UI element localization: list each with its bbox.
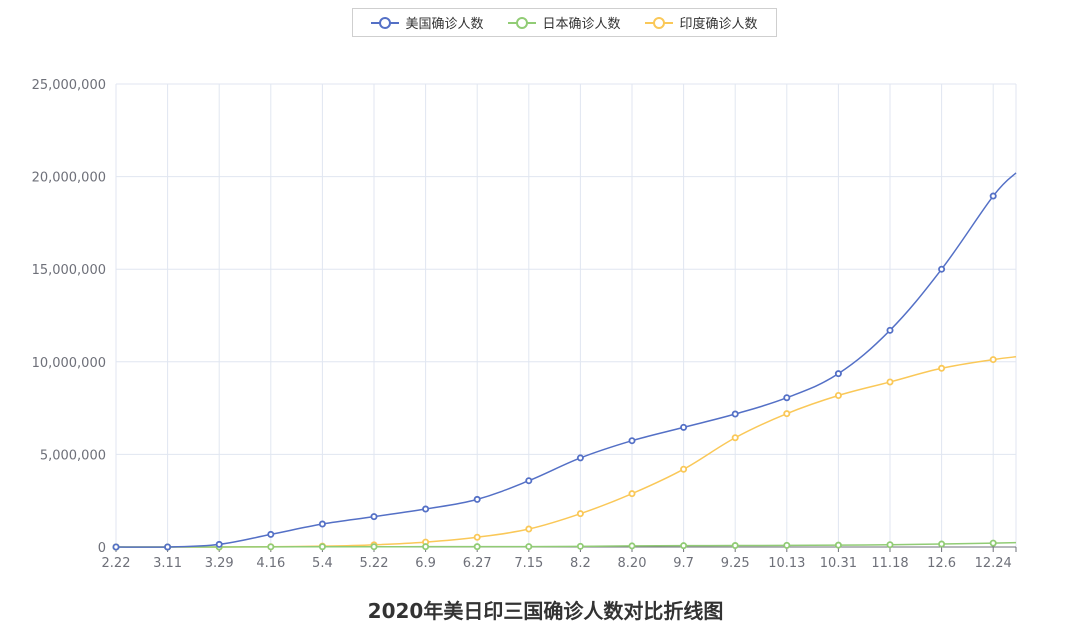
legend-label-india: 印度确诊人数 <box>679 17 758 32</box>
x-tick-label: 4.16 <box>256 556 285 571</box>
data-point <box>989 356 997 364</box>
series-line <box>115 356 1017 548</box>
data-point <box>783 541 791 549</box>
x-tick-label: 3.29 <box>205 556 234 571</box>
data-point <box>318 543 326 551</box>
data-point <box>473 533 481 541</box>
x-tick-label: 2.22 <box>102 556 131 571</box>
data-point <box>938 265 946 273</box>
data-point <box>834 392 842 400</box>
data-point <box>215 540 223 548</box>
x-tick-label: 6.27 <box>463 556 492 571</box>
series-japan <box>112 539 1017 551</box>
legend-item-usa[interactable]: 美国确诊人数 <box>371 13 484 32</box>
grid-lines <box>115 83 1017 547</box>
x-tick-label: 3.11 <box>153 556 182 571</box>
data-point <box>783 410 791 418</box>
data-point <box>576 510 584 518</box>
data-point <box>731 410 739 418</box>
series-line <box>115 541 1017 548</box>
x-tick-label: 12.6 <box>927 556 956 571</box>
data-point <box>731 542 739 550</box>
data-point <box>525 525 533 533</box>
chart-title: 2020年美日印三国确诊人数对比折线图 <box>367 599 724 623</box>
legend-item-japan[interactable]: 日本确诊人数 <box>508 13 621 32</box>
data-point <box>886 378 894 386</box>
x-tick-label: 7.15 <box>514 556 543 571</box>
data-point <box>886 326 894 334</box>
x-tick-label: 9.25 <box>721 556 750 571</box>
data-point <box>628 437 636 445</box>
series-usa <box>112 172 1017 551</box>
data-point <box>938 540 946 548</box>
x-tick-label: 5.22 <box>360 556 389 571</box>
y-tick-label: 25,000,000 <box>32 78 106 93</box>
data-point <box>989 192 997 200</box>
y-tick-label: 5,000,000 <box>40 448 106 463</box>
legend-marker-india-icon <box>645 16 674 29</box>
legend-marker-usa-icon <box>371 16 400 29</box>
x-tick-label: 9.7 <box>673 556 694 571</box>
x-tick-label: 12.24 <box>975 556 1012 571</box>
x-tick-label: 8.2 <box>570 556 591 571</box>
series-line <box>115 172 1017 548</box>
data-point <box>370 543 378 551</box>
data-point <box>989 539 997 547</box>
data-point <box>680 423 688 431</box>
data-point <box>525 543 533 551</box>
data-point <box>576 542 584 550</box>
axes: 0 5,000,000 10,000,000 15,000,000 20,000,000… <box>32 78 1017 571</box>
data-point <box>886 541 894 549</box>
data-point <box>576 454 584 462</box>
y-tick-label: 10,000,000 <box>32 356 106 371</box>
x-tick-label: 6.9 <box>415 556 436 571</box>
x-tick-label: 8.20 <box>618 556 647 571</box>
data-point <box>473 543 481 551</box>
data-point <box>422 505 430 513</box>
y-tick-label: 15,000,000 <box>32 263 106 278</box>
data-point <box>783 394 791 402</box>
data-point <box>164 543 172 551</box>
legend-label-japan: 日本确诊人数 <box>542 17 621 32</box>
data-point <box>112 543 120 551</box>
data-point <box>680 542 688 550</box>
legend-label-usa: 美国确诊人数 <box>405 17 484 32</box>
data-point <box>318 520 326 528</box>
data-point <box>267 530 275 538</box>
data-point <box>473 495 481 503</box>
data-point <box>938 364 946 372</box>
y-tick-label: 0 <box>98 541 106 556</box>
legend-marker-japan-icon <box>508 16 537 29</box>
data-point <box>834 541 842 549</box>
data-point <box>267 543 275 551</box>
data-point <box>525 477 533 485</box>
data-point <box>731 434 739 442</box>
x-tick-label: 5.4 <box>312 556 333 571</box>
legend-item-india[interactable]: 印度确诊人数 <box>645 13 758 32</box>
series-lines <box>112 172 1017 551</box>
data-point <box>628 490 636 498</box>
data-point <box>370 513 378 521</box>
y-tick-label: 20,000,000 <box>32 171 106 186</box>
data-point <box>628 542 636 550</box>
series-india <box>112 356 1017 551</box>
data-point <box>422 543 430 551</box>
legend: 美国确诊人数 日本确诊人数 印度确诊人数 <box>352 8 777 37</box>
x-tick-label: 10.13 <box>768 556 805 571</box>
data-point <box>680 465 688 473</box>
x-tick-label: 10.31 <box>820 556 857 571</box>
x-tick-label: 11.18 <box>871 556 908 571</box>
data-point <box>834 370 842 378</box>
